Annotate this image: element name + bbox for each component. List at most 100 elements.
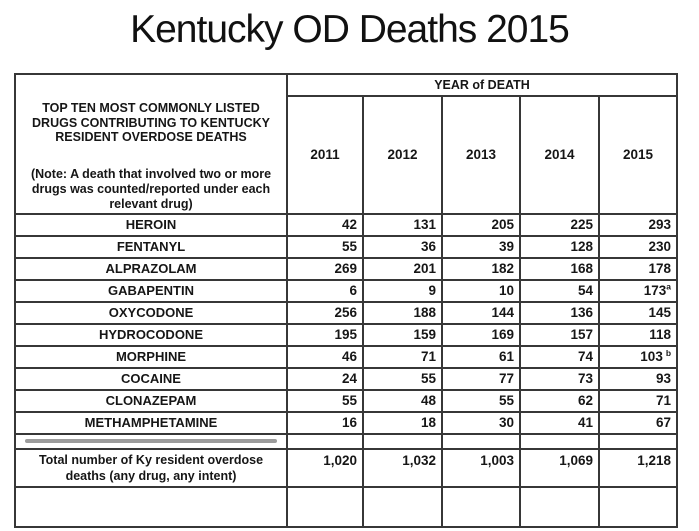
col-header-2013: 2013 [441,94,521,215]
header-row-years: 2011 2012 2013 2014 2015 [15,94,679,215]
value-cell: 6 [286,278,364,303]
value-cell: 157 [519,322,600,347]
total-value-cell: 1,020 [286,447,364,489]
value-cell: 55 [286,234,364,259]
partial-cutoff-row [14,486,679,529]
value-cell: 55 [362,366,443,391]
divider-line [25,439,277,444]
value-cell: 48 [362,388,443,413]
empty-cell [286,432,364,450]
od-deaths-table: TOP TEN MOST COMMONLY LISTED DRUGS CONTR… [14,72,679,529]
value-cell: 169 [441,322,521,347]
value-cell: 18 [362,410,443,435]
value-cell: 195 [286,322,364,347]
value-cell: 230 [597,234,679,259]
value-cell: 128 [519,234,600,259]
drug-name-cell: CLONAZEPAM [14,388,288,413]
divider-row [14,432,679,450]
value-text: 103 [640,349,663,365]
table-corner-header: TOP TEN MOST COMMONLY LISTED DRUGS CONTR… [14,72,288,215]
value-cell: 55 [441,388,521,413]
value-cell: 178 [597,256,679,281]
col-header-2015: 2015 [597,94,679,215]
header-row-year-of-death: TOP TEN MOST COMMONLY LISTED DRUGS CONTR… [14,72,679,215]
empty-cell [14,486,288,529]
empty-cell [362,432,443,450]
value-cell: 93 [597,366,679,391]
value-cell: 269 [286,256,364,281]
value-cell: 71 [362,344,443,369]
value-cell: 77 [441,366,521,391]
value-cell: 168 [519,256,600,281]
value-cell: 9 [362,278,443,303]
drug-name-cell: ALPRAZOLAM [14,256,288,281]
value-cell: 201 [362,256,443,281]
value-cell: 118 [597,322,679,347]
value-cell: 36 [362,234,443,259]
value-cell: 136 [519,300,600,325]
corner-heading: TOP TEN MOST COMMONLY LISTED DRUGS CONTR… [32,100,270,145]
value-cell: 67 [597,410,679,435]
value-cell: 73 [519,366,600,391]
value-cell: 61 [441,344,521,369]
value-cell: 145 [597,300,679,325]
total-value-cell: 1,069 [519,447,600,489]
drug-name-cell: MORPHINE [14,344,288,369]
value-cell: 159 [362,322,443,347]
empty-cell [519,432,600,450]
table-row-hydrocodone: HYDROCODONE 195 159 169 157 118 [14,322,679,347]
value-cell: 173a [597,278,679,303]
value-cell: 10 [441,278,521,303]
year-of-death-header: YEAR of DEATH [285,72,679,97]
drug-name-cell: METHAMPHETAMINE [14,410,288,435]
table-row-methamphetamine: METHAMPHETAMINE 16 18 30 41 67 [14,410,679,435]
value-cell: 62 [519,388,600,413]
empty-cell [597,432,679,450]
empty-cell [362,486,443,529]
value-cell: 103 b [597,344,679,369]
drug-name-cell: COCAINE [14,366,288,391]
table-row-cocaine: COCAINE 24 55 77 73 93 [14,366,679,391]
value-cell: 74 [519,344,600,369]
value-cell: 54 [519,278,600,303]
table-row-heroin: HEROIN 42 131 205 225 293 [14,212,679,237]
total-value-cell: 1,032 [362,447,443,489]
value-cell: 182 [441,256,521,281]
total-row: Total number of Ky resident overdose dea… [14,447,679,489]
value-cell: 71 [597,388,679,413]
drug-name-cell: HEROIN [14,212,288,237]
table-row-clonazepam: CLONAZEPAM 55 48 55 62 71 [14,388,679,413]
empty-cell [441,486,521,529]
page-title: Kentucky OD Deaths 2015 [130,8,570,51]
value-cell: 256 [286,300,364,325]
table-row-oxycodone: OXYCODONE 256 188 144 136 145 [14,300,679,325]
value-cell: 41 [519,410,600,435]
value-cell: 24 [286,366,364,391]
value-cell: 293 [597,212,679,237]
drug-name-cell: FENTANYL [14,234,288,259]
empty-cell [597,486,679,529]
value-cell: 46 [286,344,364,369]
total-value-cell: 1,003 [441,447,521,489]
total-label: Total number of Ky resident overdose dea… [14,447,288,489]
value-cell: 16 [286,410,364,435]
col-header-2011: 2011 [286,94,364,215]
corner-note: (Note: A death that involved two or more… [30,167,272,211]
table-row-gabapentin: GABAPENTIN 6 9 10 54 173a [14,278,679,303]
col-header-2014: 2014 [519,94,600,215]
value-cell: 30 [441,410,521,435]
table-row-fentanyl: FENTANYL 55 36 39 128 230 [14,234,679,259]
value-cell: 39 [441,234,521,259]
value-cell: 42 [286,212,364,237]
table-row-morphine: MORPHINE 46 71 61 74 103 b [14,344,679,369]
value-cell: 205 [441,212,521,237]
value-cell: 131 [362,212,443,237]
table-row-alprazolam: ALPRAZOLAM 269 201 182 168 178 [14,256,679,281]
empty-cell [519,486,600,529]
value-cell: 188 [362,300,443,325]
footnote-marker-a: a [666,281,672,292]
drug-name-cell: HYDROCODONE [14,322,288,347]
empty-cell [441,432,521,450]
drug-name-cell: OXYCODONE [14,300,288,325]
value-text: 173 [643,283,667,299]
